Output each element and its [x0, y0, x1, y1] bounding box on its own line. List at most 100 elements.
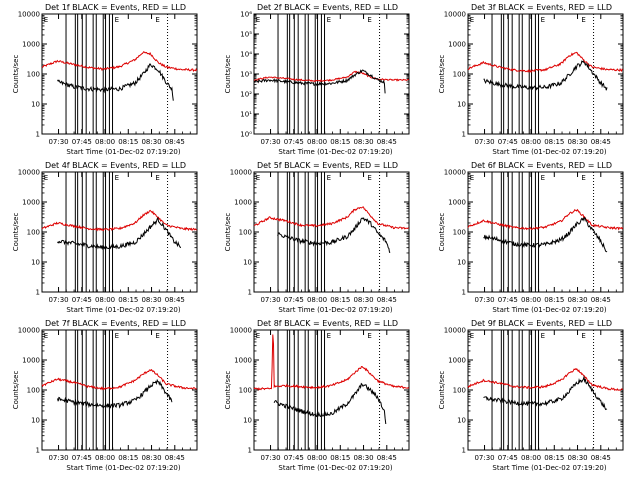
flag-label: E: [115, 16, 119, 24]
x-tick-label: 08:30: [141, 296, 161, 304]
y-tick-label: 10000: [444, 11, 466, 19]
lld-series-line: [467, 208, 624, 231]
flag-label: E: [115, 332, 119, 340]
y-tick-label: 10⁶: [240, 11, 252, 19]
flag-label: E: [541, 16, 545, 24]
panel-title: Det 3f BLACK = Events, RED = LLD: [471, 3, 612, 12]
y-tick-label: 10: [457, 417, 466, 425]
y-tick-label: 100: [239, 229, 252, 237]
y-tick-label: 1000: [234, 357, 252, 365]
y-tick-label: 1000: [22, 357, 40, 365]
x-tick-label: 08:45: [377, 138, 397, 146]
y-axis-label: Counts/sec: [224, 213, 232, 252]
y-tick-label: 10000: [444, 169, 466, 177]
x-tick-label: 08:00: [521, 454, 541, 462]
x-tick-label: 07:45: [498, 454, 518, 462]
x-tick-label: 08:00: [95, 138, 115, 146]
flag-label: E: [367, 16, 371, 24]
panel-det-4f: Det 4f BLACK = Events, RED = LLD 1 10 100 10…: [12, 161, 198, 314]
x-tick-label: 07:30: [260, 296, 280, 304]
y-axis-label: Counts/sec: [224, 55, 232, 94]
y-tick-label: 100: [27, 229, 40, 237]
y-tick-label: 100: [239, 387, 252, 395]
y-tick-label: 1000: [22, 41, 40, 49]
y-axis-label: Counts/sec: [438, 213, 446, 252]
x-axis-label: Start Time (01-Dec-02 07:19:20): [66, 148, 180, 156]
y-axis-label: Counts/sec: [438, 55, 446, 94]
panel-det-7f: Det 7f BLACK = Events, RED = LLD 1 10 100 10…: [12, 319, 198, 472]
flag-label: E: [155, 174, 159, 182]
y-tick-label: 10000: [18, 327, 40, 335]
y-tick-label: 10: [457, 101, 466, 109]
x-axis-label: Start Time (01-Dec-02 07:19:20): [492, 148, 606, 156]
y-axis-label: Counts/sec: [12, 371, 20, 410]
events-series-line: [57, 378, 173, 409]
y-tick-label: 10: [31, 101, 40, 109]
events-series-line: [57, 216, 181, 252]
x-tick-label: 08:00: [307, 454, 327, 462]
x-tick-label: 08:00: [95, 454, 115, 462]
flag-label: E: [541, 332, 545, 340]
events-series-line: [483, 60, 608, 91]
y-tick-label: 1: [462, 131, 466, 139]
flag-label: E: [327, 332, 331, 340]
x-tick-label: 08:15: [544, 138, 564, 146]
flag-label: E: [367, 332, 371, 340]
x-tick-label: 08:15: [330, 138, 350, 146]
x-axis-label: Start Time (01-Dec-02 07:19:20): [278, 148, 392, 156]
panel-det-3f: Det 3f BLACK = Events, RED = LLD 1 10 100 10…: [438, 3, 624, 156]
x-axis-label: Start Time (01-Dec-02 07:19:20): [66, 464, 180, 472]
x-tick-label: 08:15: [118, 138, 138, 146]
y-tick-label: 100: [453, 387, 466, 395]
flag-label: E: [44, 332, 48, 340]
y-tick-label: 10³: [240, 71, 252, 79]
panel-title: Det 2f BLACK = Events, RED = LLD: [257, 3, 398, 12]
x-tick-label: 07:45: [284, 296, 304, 304]
x-tick-label: 07:30: [474, 138, 494, 146]
y-tick-label: 10²: [240, 91, 252, 99]
lld-series-line: [253, 334, 410, 391]
panel-title: Det 5f BLACK = Events, RED = LLD: [257, 161, 398, 170]
y-tick-label: 10: [31, 417, 40, 425]
y-tick-label: 1: [36, 289, 40, 297]
x-tick-label: 07:30: [260, 138, 280, 146]
y-tick-label: 10⁵: [240, 31, 252, 39]
panel-det-2f: Det 2f BLACK = Events, RED = LLD 10⁰ 10¹ 10…: [224, 3, 410, 156]
flag-label: E: [470, 332, 474, 340]
y-tick-label: 1000: [22, 199, 40, 207]
panel-det-1f: Det 1f BLACK = Events, RED = LLD 1 10 100 10…: [12, 3, 198, 156]
x-tick-label: 08:45: [377, 454, 397, 462]
y-tick-label: 1: [248, 447, 252, 455]
y-tick-label: 1: [462, 289, 466, 297]
panel-title: Det 7f BLACK = Events, RED = LLD: [45, 319, 186, 328]
y-tick-label: 10: [243, 259, 252, 267]
y-axis-label: Counts/sec: [12, 213, 20, 252]
panel-det-5f: Det 5f BLACK = Events, RED = LLD 1 10 100 10…: [224, 161, 410, 314]
x-tick-label: 08:15: [330, 454, 350, 462]
x-tick-label: 07:45: [72, 138, 92, 146]
x-tick-label: 07:30: [48, 454, 68, 462]
y-tick-label: 10000: [18, 11, 40, 19]
lld-series-line: [254, 206, 409, 230]
events-series-line: [483, 216, 608, 253]
x-tick-label: 08:00: [95, 296, 115, 304]
y-tick-label: 1000: [448, 357, 466, 365]
flag-label: E: [367, 174, 371, 182]
x-tick-label: 08:45: [165, 454, 185, 462]
flag-label: E: [581, 332, 585, 340]
lld-series-line: [253, 70, 410, 83]
events-series-line: [253, 69, 386, 94]
y-axis-label: Counts/sec: [224, 371, 232, 410]
x-tick-label: 08:15: [544, 454, 564, 462]
flag-label: E: [155, 16, 159, 24]
y-axis-label: Counts/sec: [438, 371, 446, 410]
flag-label: E: [470, 174, 474, 182]
x-tick-label: 07:30: [48, 296, 68, 304]
panel-det-9f: Det 9f BLACK = Events, RED = LLD 1 10 100 10…: [438, 319, 624, 472]
y-tick-label: 10⁰: [240, 131, 252, 139]
y-tick-label: 1000: [448, 199, 466, 207]
x-tick-label: 07:45: [498, 296, 518, 304]
lld-series-line: [41, 50, 198, 72]
x-tick-label: 07:45: [284, 454, 304, 462]
y-tick-label: 100: [27, 71, 40, 79]
